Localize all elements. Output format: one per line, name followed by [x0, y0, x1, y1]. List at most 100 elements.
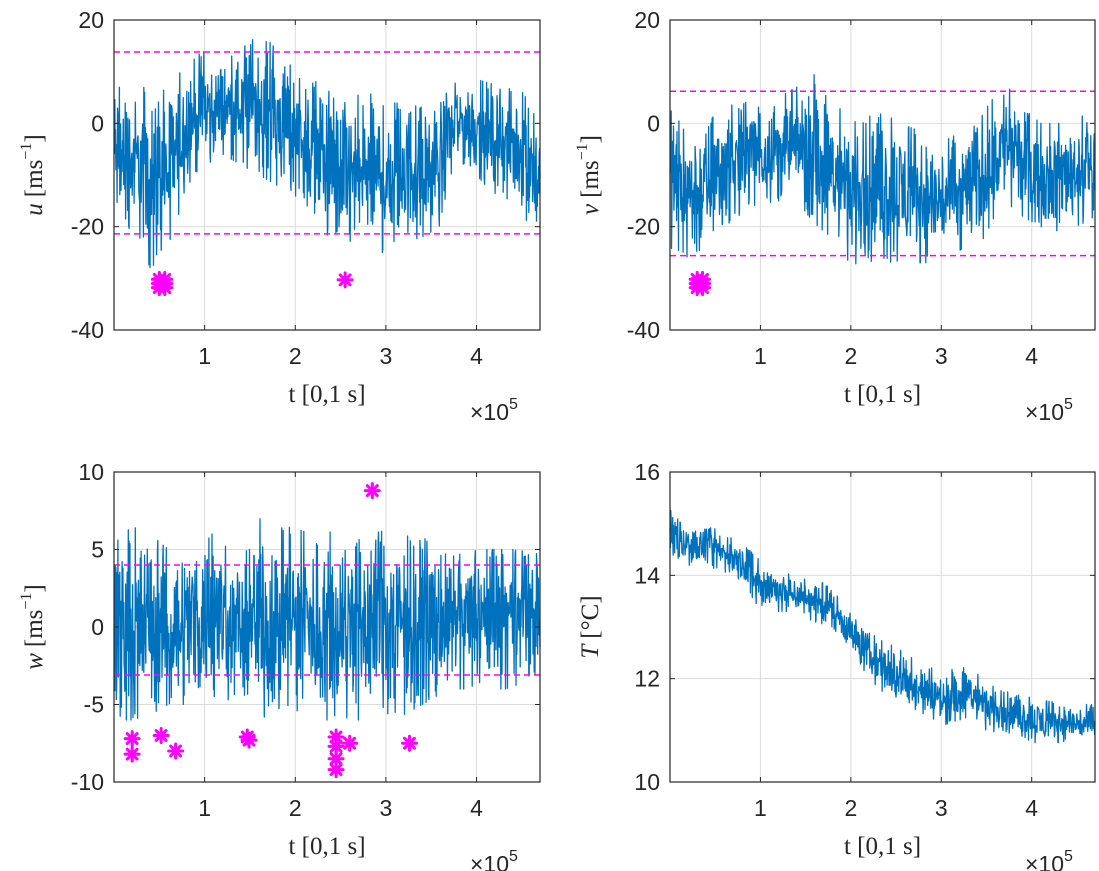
x-tick-label: 3: [380, 343, 393, 369]
outlier-marker-12: [363, 482, 381, 500]
y-tick-label: 0: [647, 110, 660, 136]
y-tick-label: 10: [78, 459, 104, 485]
x-axis-exponent: ×105: [470, 396, 518, 425]
y-tick-label: 10: [634, 769, 660, 795]
x-tick-label: 2: [289, 343, 302, 369]
exponent-power: 5: [509, 396, 518, 413]
exponent-base: ×10: [1025, 851, 1064, 871]
axes-box: [669, 471, 1096, 783]
outlier-stroke: [403, 736, 416, 750]
y-tick-label: -40: [71, 317, 104, 343]
y-axis-label: v [ms−1]: [574, 135, 604, 215]
outlier-marker-10: [341, 734, 359, 752]
y-axis-variable: T: [577, 643, 604, 659]
outlier-stroke: [329, 739, 343, 753]
outlier-stroke: [329, 763, 343, 777]
outlier-marker-5: [240, 731, 258, 749]
x-tick-label: 1: [198, 343, 211, 369]
y-tick-label: -20: [627, 214, 660, 240]
plot-area: [670, 472, 1095, 782]
exponent-base: ×10: [470, 851, 509, 871]
y-axis-unit-exponent: −1: [574, 143, 591, 160]
x-axis-label: t [0,1 s]: [844, 381, 921, 408]
y-axis-label: T [°C]: [577, 595, 604, 658]
y-tick-label: 0: [91, 614, 104, 640]
outlier-stroke: [154, 729, 168, 742]
axes-box: [113, 19, 541, 331]
x-tick-label: 3: [935, 343, 948, 369]
series-line-w: [113, 518, 541, 721]
y-axis-label: u [ms−1]: [18, 134, 48, 215]
exponent-power: 5: [509, 848, 518, 865]
outlier-marker-6: [336, 271, 354, 289]
y-axis-unit: [ms: [577, 160, 604, 198]
y-tick-label: 0: [91, 110, 104, 136]
outlier-stroke: [365, 484, 379, 498]
x-tick-label: 4: [1025, 795, 1038, 821]
outlier-marker-1: [123, 745, 141, 763]
y-tick-label: 12: [634, 666, 660, 692]
y-axis-unit: [ms: [21, 610, 48, 648]
y-tick-label: -40: [627, 317, 660, 343]
outlier-stroke: [169, 744, 183, 758]
outlier-stroke: [329, 730, 343, 744]
x-tick-label: 1: [754, 343, 767, 369]
subplot-u: 1 2 3 4 -40 -20 0 20 t [0,1 s] ×105 u [ms−1]: [18, 7, 541, 425]
y-axis-variable: w: [21, 653, 48, 670]
subplot-v: 1 2 3 4 -40 -20 0 20 t [0,1 s] ×105 v [ms−1]: [574, 7, 1096, 425]
x-tick-label: 2: [289, 795, 302, 821]
x-axis-exponent: ×105: [1025, 396, 1073, 425]
x-tick-label: 3: [935, 795, 948, 821]
outlier-marker-0: [123, 730, 141, 748]
outlier-marker-5: [694, 279, 712, 297]
outlier-marker-2: [152, 727, 170, 744]
y-tick-label: 14: [634, 562, 660, 588]
series-line-u: [113, 39, 541, 269]
outlier-stroke: [125, 747, 139, 761]
y-tick-label: -20: [71, 214, 104, 240]
x-axis-exponent: ×105: [1025, 848, 1073, 871]
y-axis-variable: v: [577, 203, 604, 215]
outlier-stroke: [242, 733, 256, 747]
x-tick-label: 2: [844, 795, 857, 821]
outlier-marker-5: [156, 279, 174, 297]
y-tick-label: 5: [91, 537, 104, 563]
x-tick-label: 1: [198, 795, 211, 821]
y-axis-unit: [ms: [21, 160, 48, 198]
x-tick-label: 4: [470, 795, 483, 821]
x-tick-label: 1: [754, 795, 767, 821]
y-tick-label: -5: [84, 692, 104, 718]
x-tick-label: 2: [844, 343, 857, 369]
exponent-power: 5: [1064, 396, 1073, 413]
outlier-stroke: [338, 273, 352, 287]
y-axis-unit-exponent: −1: [18, 143, 35, 160]
outlier-stroke: [329, 752, 343, 766]
series-line-T: [669, 509, 1096, 744]
x-tick-label: 3: [380, 795, 393, 821]
x-tick-label: 4: [1025, 343, 1038, 369]
outlier-stroke: [696, 281, 710, 295]
y-axis-unit-close: ]: [577, 135, 604, 143]
outlier-marker-11: [400, 734, 418, 752]
x-axis-label: t [0,1 s]: [844, 833, 921, 860]
y-tick-label: -10: [71, 769, 104, 795]
exponent-base: ×10: [470, 399, 509, 425]
outlier-marker-3: [167, 742, 185, 760]
y-tick-label: 16: [634, 459, 660, 485]
y-axis-unit-exponent: −1: [18, 593, 35, 610]
axes-box: [669, 19, 1096, 331]
y-axis-label: w [ms−1]: [18, 584, 48, 670]
series-line-v: [669, 74, 1096, 265]
y-axis-variable: u: [21, 203, 48, 216]
y-tick-label: 20: [634, 7, 660, 33]
x-axis-exponent: ×105: [470, 848, 518, 871]
outlier-stroke: [158, 281, 172, 295]
exponent-power: 5: [1064, 848, 1073, 865]
exponent-base: ×10: [1025, 399, 1064, 425]
outlier-marker-9: [327, 761, 345, 779]
y-tick-label: 20: [78, 7, 104, 33]
x-axis-label: t [0,1 s]: [288, 381, 365, 408]
